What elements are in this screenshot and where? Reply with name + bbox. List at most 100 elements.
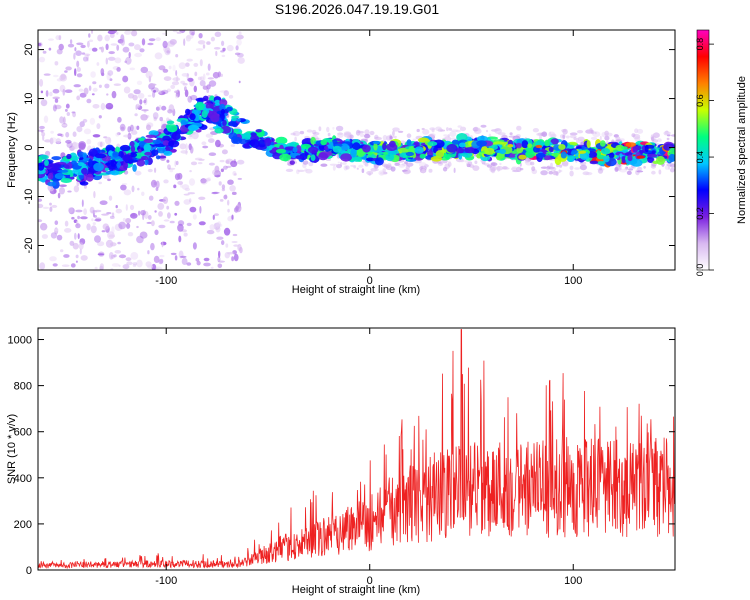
spectrogram-noise-blob bbox=[176, 31, 182, 34]
spectrogram-noise-blob bbox=[153, 116, 157, 122]
spectrogram-halo-blob bbox=[343, 165, 348, 171]
spectrogram-noise-blob bbox=[223, 194, 228, 200]
spectrogram-halo-blob bbox=[364, 162, 369, 167]
spectrogram-noise-blob bbox=[158, 224, 166, 229]
spectrogram-halo-blob bbox=[446, 127, 449, 132]
spectrogram-ridge-blob bbox=[144, 159, 149, 166]
spectrogram-noise-blob bbox=[198, 196, 206, 200]
spectrogram-noise-blob bbox=[42, 206, 50, 209]
spectrogram-noise-blob bbox=[94, 218, 102, 222]
spectrogram-noise-blob bbox=[67, 190, 72, 193]
spectrogram-ridge-blob bbox=[621, 149, 629, 153]
spectrogram-ridge-blob bbox=[222, 119, 227, 126]
spectrogram-noise-blob bbox=[117, 241, 121, 245]
spectrogram-halo-blob bbox=[637, 166, 642, 170]
spectrogram-noise-blob bbox=[172, 30, 178, 33]
spectrogram-halo-blob bbox=[440, 129, 446, 132]
spectrogram-halo-blob bbox=[327, 132, 331, 137]
spectrogram-ridge-blob bbox=[239, 138, 247, 145]
spectrogram-noise-blob bbox=[235, 204, 242, 213]
spectrogram-noise-blob bbox=[155, 37, 161, 42]
spectrogram-ridge-blob bbox=[318, 152, 329, 161]
spectrogram-ridge-blob bbox=[630, 159, 643, 167]
spectrogram-noise-blob bbox=[38, 219, 43, 223]
spectrogram-halo-blob bbox=[559, 164, 563, 168]
spectrogram-ridge-blob bbox=[553, 153, 558, 158]
spectrogram-ridge-blob bbox=[155, 155, 161, 160]
spectrogram-noise-blob bbox=[98, 181, 102, 185]
snr-xlabel: Height of straight line (km) bbox=[292, 584, 420, 596]
spectrogram-noise-blob bbox=[93, 215, 97, 218]
spectrogram-xtick-label: 100 bbox=[564, 275, 582, 287]
spectrogram-ridge-blob bbox=[257, 139, 267, 148]
spectrogram-noise-blob bbox=[86, 223, 91, 231]
spectrogram-noise-blob bbox=[88, 85, 92, 91]
spectrogram-halo-blob bbox=[579, 164, 588, 171]
spectrogram-halo-blob bbox=[549, 166, 557, 171]
spectrogram-halo-blob bbox=[540, 166, 548, 169]
spectrogram-ridge-blob bbox=[44, 159, 49, 166]
spectrogram-ridge-blob bbox=[544, 139, 550, 147]
spectrogram-noise-blob bbox=[221, 184, 226, 190]
spectrogram-ridge-blob bbox=[456, 133, 468, 142]
spectrogram-ridge-blob bbox=[187, 124, 199, 131]
spectrogram-noise-blob bbox=[113, 83, 121, 86]
spectrogram-ridge-blob bbox=[668, 147, 675, 156]
spectrogram-noise-blob bbox=[178, 62, 186, 70]
spectrogram-ridge-blob bbox=[366, 157, 375, 162]
spectrogram-ridge-blob bbox=[243, 142, 251, 149]
spectrogram-noise-blob bbox=[49, 206, 53, 212]
spectrogram-ridge-blob bbox=[205, 103, 215, 110]
spectrogram-halo-blob bbox=[631, 133, 636, 138]
spectrogram-halo-blob bbox=[480, 124, 487, 128]
spectrogram-noise-blob bbox=[100, 102, 106, 111]
spectrogram-halo-blob bbox=[412, 138, 417, 141]
spectrogram-ridge-blob bbox=[145, 134, 157, 138]
spectrogram-noise-blob bbox=[189, 198, 192, 203]
spectrogram-noise-blob bbox=[201, 141, 207, 146]
spectrogram-noise-blob bbox=[200, 178, 208, 185]
spectrogram-noise-blob bbox=[40, 90, 44, 94]
spectrogram-noise-blob bbox=[158, 104, 162, 111]
spectrogram-noise-blob bbox=[86, 54, 89, 62]
spectrogram-noise-blob bbox=[183, 38, 186, 46]
spectrogram-noise-blob bbox=[39, 262, 46, 270]
spectrogram-ridge-blob bbox=[79, 181, 89, 186]
spectrogram-noise-blob bbox=[167, 164, 171, 170]
spectrogram-halo-blob bbox=[625, 166, 629, 170]
spectrogram-noise-blob bbox=[200, 178, 207, 184]
spectrogram-noise-blob bbox=[122, 217, 126, 222]
spectrogram-halo-blob bbox=[516, 166, 522, 172]
spectrogram-noise-blob bbox=[152, 112, 159, 120]
spectrogram-noise-blob bbox=[153, 89, 157, 93]
spectrogram-halo-blob bbox=[329, 163, 338, 166]
spectrogram-halo-blob bbox=[316, 137, 320, 140]
spectrogram-noise-blob bbox=[162, 68, 169, 73]
spectrogram-noise-blob bbox=[190, 94, 198, 101]
spectrogram-ridge-blob bbox=[120, 144, 131, 152]
spectrogram-ridge-blob bbox=[419, 153, 426, 159]
spectrogram-noise-blob bbox=[105, 43, 109, 50]
spectrogram-halo-blob bbox=[548, 166, 555, 170]
spectrogram-noise-blob bbox=[154, 167, 157, 173]
spectrogram-noise-blob bbox=[48, 38, 54, 41]
spectrogram-noise-blob bbox=[146, 221, 152, 224]
spectrogram-noise-blob bbox=[105, 57, 109, 65]
spectrogram-noise-blob bbox=[108, 195, 113, 201]
spectrogram-halo-blob bbox=[429, 133, 436, 137]
spectrogram-ridge-blob bbox=[214, 127, 224, 134]
spectrogram-halo-blob bbox=[574, 167, 580, 170]
spectrogram-noise-blob bbox=[41, 234, 49, 239]
spectrogram-noise-blob bbox=[181, 257, 188, 265]
spectrogram-noise-blob bbox=[80, 255, 88, 261]
spectrogram-noise-blob bbox=[158, 211, 163, 217]
spectrogram-halo-blob bbox=[336, 164, 342, 169]
spectrogram-ridge-blob bbox=[138, 137, 145, 141]
spectrogram-noise-blob bbox=[76, 42, 84, 46]
spectrogram-noise-blob bbox=[40, 99, 48, 107]
spectrogram-halo-blob bbox=[382, 168, 386, 173]
spectrogram-noise-blob bbox=[127, 126, 131, 133]
spectrogram-halo-blob bbox=[573, 137, 577, 141]
spectrogram-noise-blob bbox=[72, 141, 77, 150]
